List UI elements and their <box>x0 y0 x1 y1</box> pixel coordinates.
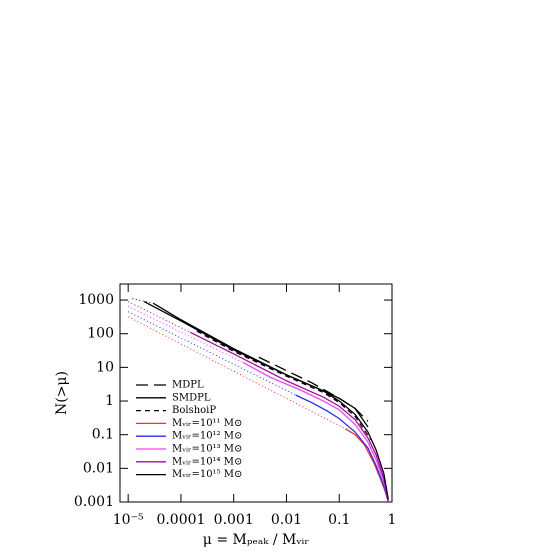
y-tick-label: 0.1 <box>92 427 114 443</box>
x-tick-label: 10⁻⁵ <box>113 512 144 528</box>
plot-frame <box>119 283 393 503</box>
legend-label: Mᵥᵢᵣ=10¹² M⊙ <box>172 431 242 442</box>
legend-label: Mᵥᵢᵣ=10¹⁴ M⊙ <box>172 456 242 467</box>
x-tick-label: 0.1 <box>328 512 350 528</box>
x-tick-label: 1 <box>388 512 397 528</box>
legend-label: Mᵥᵢᵣ=10¹³ M⊙ <box>172 444 242 455</box>
series-line <box>242 361 389 503</box>
series-line <box>127 311 296 396</box>
x-tick-label: 0.01 <box>271 512 302 528</box>
y-tick-label: 0.01 <box>83 460 114 476</box>
legend-label: MDPL <box>172 380 204 391</box>
series-line <box>127 316 346 430</box>
legend-label: SMDPL <box>172 392 211 403</box>
series-line <box>189 331 389 503</box>
x-tick-label: 0.0001 <box>156 512 205 528</box>
series-line <box>196 330 372 441</box>
y-tick-label: 0.001 <box>74 494 114 510</box>
legend-label: BolshoiP <box>172 405 216 416</box>
x-tick-label: 0.001 <box>214 512 254 528</box>
legend-label: Mᵥᵢᵣ=10¹⁵ M⊙ <box>172 469 242 480</box>
series-line <box>153 302 389 500</box>
y-tick-label: 10 <box>96 359 114 375</box>
y-tick-label: 1000 <box>78 292 114 308</box>
y-axis-label: N(>μ) <box>54 371 70 415</box>
x-axis-label: μ = Mₚₑₐₖ / Mᵥᵢᵣ <box>203 532 310 548</box>
legend-label: Mᵥᵢᵣ=10¹¹ M⊙ <box>172 418 242 429</box>
y-tick-label: 1 <box>105 393 114 409</box>
y-tick-label: 100 <box>87 326 114 342</box>
series-line <box>295 394 389 503</box>
series-line <box>127 305 244 363</box>
series-line <box>132 298 154 304</box>
